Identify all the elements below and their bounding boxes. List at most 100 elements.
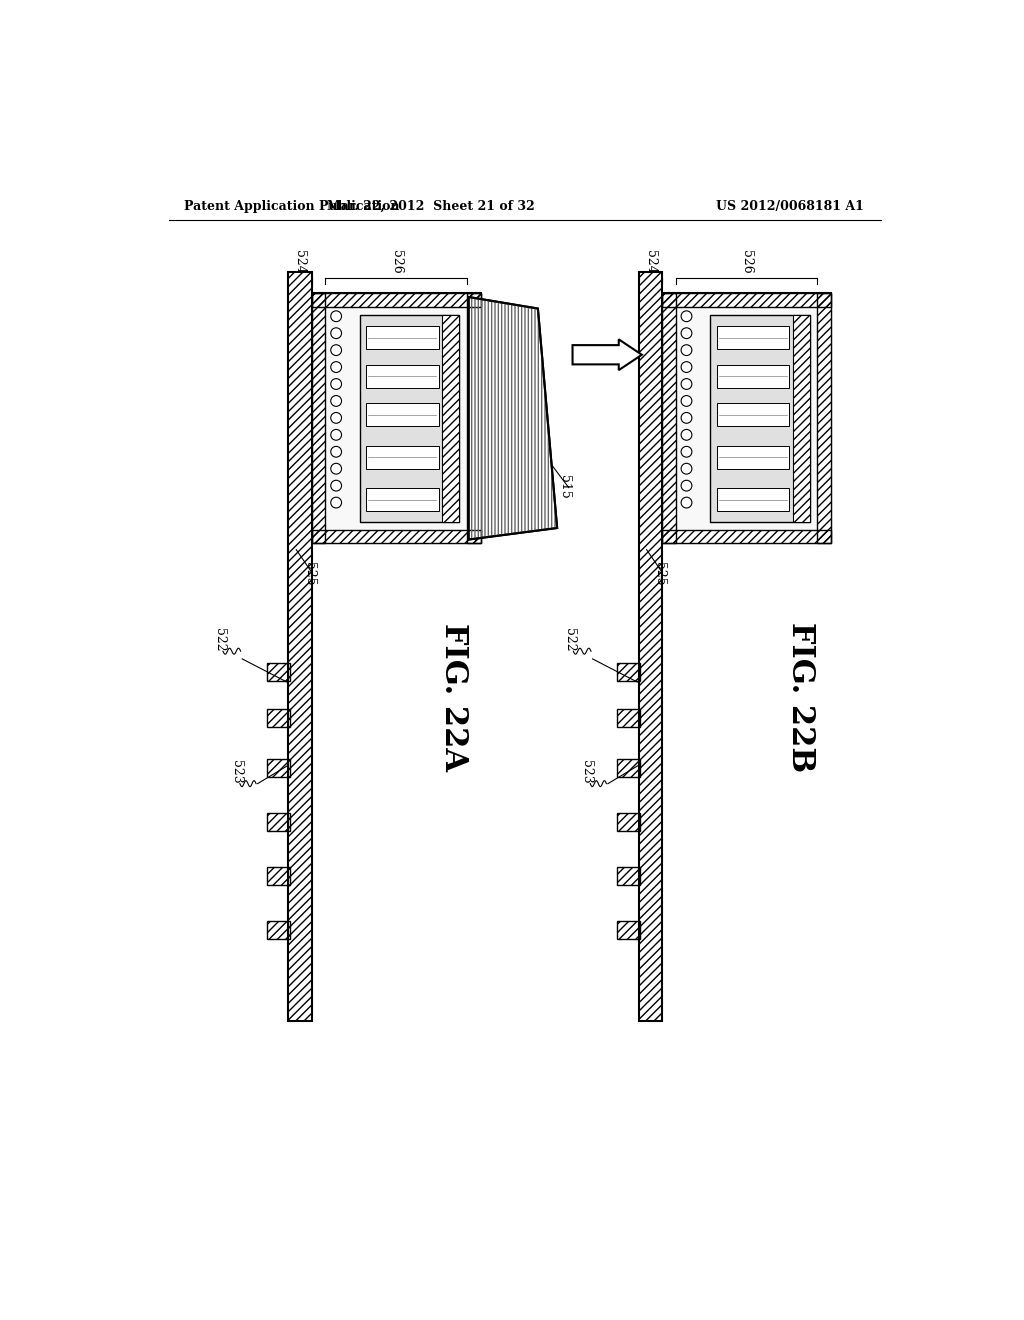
- Bar: [717, 326, 788, 350]
- Bar: [617, 921, 640, 940]
- Bar: [617, 663, 640, 681]
- Circle shape: [331, 498, 342, 508]
- Bar: [267, 921, 290, 940]
- Bar: [617, 759, 640, 777]
- Bar: [267, 813, 290, 832]
- Bar: [817, 293, 831, 544]
- Circle shape: [681, 446, 692, 457]
- Bar: [662, 529, 831, 544]
- Bar: [617, 663, 640, 681]
- Bar: [267, 867, 290, 886]
- Bar: [467, 293, 481, 544]
- Text: 525: 525: [303, 562, 315, 586]
- Circle shape: [681, 327, 692, 339]
- Bar: [717, 364, 788, 388]
- Circle shape: [331, 480, 342, 491]
- Bar: [617, 759, 640, 777]
- Circle shape: [681, 345, 692, 355]
- Circle shape: [681, 396, 692, 407]
- Bar: [326, 308, 467, 529]
- Bar: [267, 867, 290, 886]
- Bar: [617, 813, 640, 832]
- Bar: [267, 867, 290, 886]
- Bar: [367, 364, 438, 388]
- Circle shape: [681, 429, 692, 441]
- Bar: [367, 446, 438, 469]
- Text: 526: 526: [740, 251, 753, 275]
- Bar: [617, 709, 640, 727]
- Text: US 2012/0068181 A1: US 2012/0068181 A1: [716, 199, 863, 213]
- Text: 523: 523: [229, 760, 243, 784]
- Bar: [311, 529, 481, 544]
- Circle shape: [331, 446, 342, 457]
- Polygon shape: [469, 297, 557, 540]
- Text: 524: 524: [294, 251, 306, 275]
- Bar: [676, 308, 817, 529]
- Bar: [267, 759, 290, 777]
- Bar: [442, 314, 460, 521]
- Text: Mar. 22, 2012  Sheet 21 of 32: Mar. 22, 2012 Sheet 21 of 32: [327, 199, 535, 213]
- Bar: [711, 314, 810, 521]
- Bar: [617, 709, 640, 727]
- Bar: [267, 813, 290, 832]
- Circle shape: [681, 480, 692, 491]
- Bar: [311, 293, 481, 308]
- Text: 515: 515: [558, 475, 571, 499]
- Circle shape: [331, 429, 342, 441]
- Bar: [617, 663, 640, 681]
- Bar: [289, 272, 311, 1020]
- Text: 525: 525: [653, 562, 666, 586]
- Bar: [267, 921, 290, 940]
- Bar: [817, 293, 831, 544]
- Bar: [311, 293, 481, 308]
- Bar: [662, 293, 831, 308]
- Bar: [360, 314, 460, 521]
- Bar: [367, 488, 438, 511]
- Bar: [717, 404, 788, 426]
- Bar: [662, 293, 676, 544]
- Circle shape: [331, 396, 342, 407]
- Bar: [617, 709, 640, 727]
- Bar: [793, 314, 810, 521]
- Bar: [311, 293, 326, 544]
- Bar: [267, 663, 290, 681]
- Text: FIG. 22A: FIG. 22A: [438, 623, 469, 771]
- Bar: [267, 759, 290, 777]
- Bar: [367, 404, 438, 426]
- Circle shape: [681, 463, 692, 474]
- Bar: [267, 709, 290, 727]
- Bar: [267, 813, 290, 832]
- Bar: [639, 272, 662, 1020]
- Bar: [662, 293, 831, 308]
- Circle shape: [331, 362, 342, 372]
- Bar: [267, 709, 290, 727]
- Text: Patent Application Publication: Patent Application Publication: [184, 199, 400, 213]
- Bar: [617, 867, 640, 886]
- Circle shape: [681, 413, 692, 424]
- Circle shape: [331, 379, 342, 389]
- Text: 526: 526: [390, 251, 402, 275]
- Bar: [311, 529, 481, 544]
- Bar: [639, 272, 662, 1020]
- Bar: [267, 663, 290, 681]
- Text: 524: 524: [644, 251, 656, 275]
- Bar: [267, 709, 290, 727]
- Bar: [617, 813, 640, 832]
- Circle shape: [681, 379, 692, 389]
- Circle shape: [331, 463, 342, 474]
- Bar: [267, 921, 290, 940]
- Bar: [662, 293, 676, 544]
- Circle shape: [331, 345, 342, 355]
- Bar: [442, 314, 460, 521]
- Bar: [662, 293, 831, 544]
- Circle shape: [331, 327, 342, 339]
- Bar: [617, 867, 640, 886]
- Bar: [267, 663, 290, 681]
- Bar: [617, 759, 640, 777]
- FancyArrow shape: [572, 339, 642, 370]
- Bar: [311, 293, 481, 308]
- Bar: [662, 293, 831, 308]
- Circle shape: [331, 312, 342, 322]
- Circle shape: [331, 413, 342, 424]
- Bar: [639, 272, 662, 1020]
